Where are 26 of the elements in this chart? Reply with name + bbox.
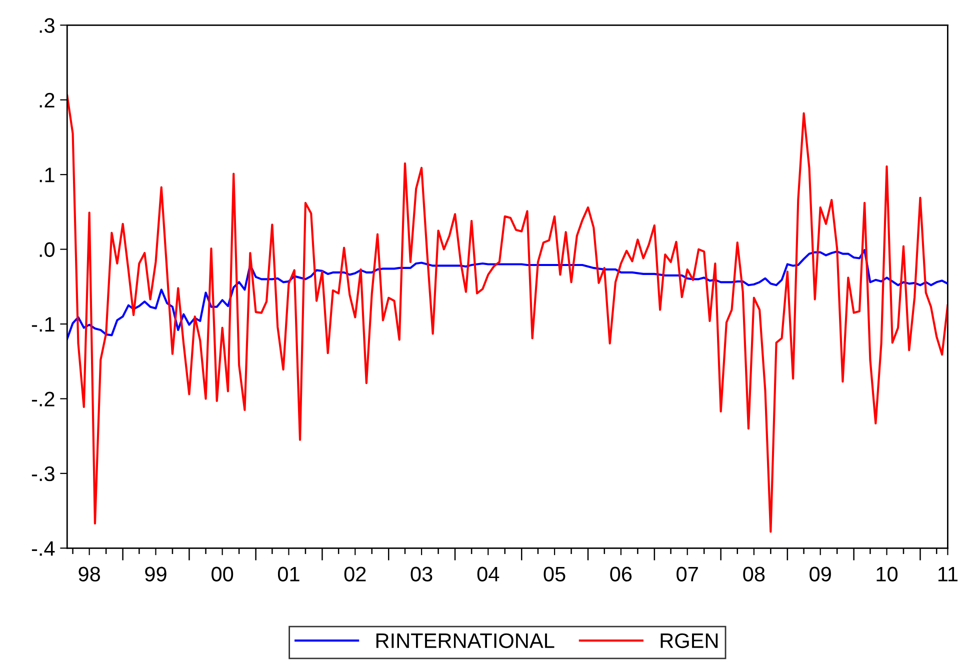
x-tick-label: 00 — [212, 566, 234, 582]
x-tick-label: 06 — [610, 566, 632, 582]
x-tick-label: 02 — [344, 566, 366, 582]
legend-label: RGEN — [660, 633, 718, 648]
y-tick-label: -.3 — [32, 466, 54, 482]
x-tick-label: 09 — [810, 566, 831, 582]
y-tick-label: .2 — [40, 92, 54, 108]
x-tick-label: 10 — [876, 566, 898, 582]
y-tick-label: -.4 — [32, 541, 55, 556]
x-tick-label: 08 — [743, 566, 765, 582]
legend-label: RINTERNATIONAL — [376, 633, 554, 648]
x-tick-label: 11 — [938, 566, 958, 582]
x-tick-label: 07 — [676, 566, 698, 582]
line-series — [67, 248, 948, 340]
y-tick-label: -.1 — [32, 317, 54, 332]
x-tick-label: 03 — [410, 566, 432, 582]
x-tick-label: 98 — [78, 566, 100, 582]
y-tick-label: .3 — [40, 18, 54, 33]
y-tick-label: -.2 — [32, 392, 54, 406]
y-tick-label: .0 — [40, 242, 55, 258]
x-tick-label: 99 — [145, 566, 166, 582]
x-tick-label: 04 — [477, 566, 500, 582]
y-tick-label: .1 — [40, 168, 54, 182]
x-tick-label: 05 — [544, 566, 566, 582]
x-tick-label: 01 — [278, 566, 300, 582]
line-series — [67, 94, 948, 533]
